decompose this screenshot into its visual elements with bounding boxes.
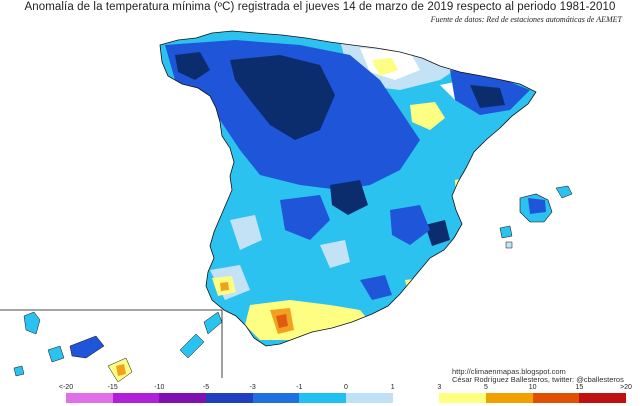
legend-tick-label: <-20 xyxy=(58,384,74,391)
legend-swatch xyxy=(206,393,254,403)
legend-tick-label: 1 xyxy=(390,384,395,391)
legend-tick-label: -10 xyxy=(154,384,165,391)
peninsula-anomaly-field xyxy=(160,31,536,346)
data-source-note: Fuente de datos: Red de estaciones autom… xyxy=(430,15,622,24)
legend-swatch xyxy=(532,393,580,403)
legend-swatch xyxy=(439,393,487,403)
legend-swatch xyxy=(66,393,114,403)
legend-tick-label: 5 xyxy=(484,384,488,391)
legend-swatch xyxy=(346,393,394,403)
legend-swatch xyxy=(486,393,534,403)
canary-islands-inset xyxy=(0,309,223,383)
blog-url: http://climaenmapas.blogspot.com xyxy=(452,367,566,376)
legend-tick-label: 0 xyxy=(344,384,348,391)
legend-swatch xyxy=(159,393,207,403)
legend-tick-label: -1 xyxy=(296,384,303,391)
color-scale-legend xyxy=(66,393,627,403)
balearic-islands xyxy=(499,185,573,249)
legend-tick-label: -3 xyxy=(249,384,256,391)
legend-swatch xyxy=(252,393,300,403)
legend-swatch xyxy=(299,393,347,403)
legend-tick-label: 3 xyxy=(437,384,442,391)
legend-tick-label: 10 xyxy=(528,384,537,391)
legend-swatch xyxy=(579,393,627,403)
legend-tick-label: -15 xyxy=(107,384,118,391)
legend-swatch xyxy=(112,393,160,403)
legend-swatch xyxy=(392,393,440,403)
legend-tick-label: >20 xyxy=(620,384,632,391)
legend-tick-label: -5 xyxy=(202,384,210,391)
map-title: Anomalía de la temperatura mínima (ºC) r… xyxy=(24,1,616,13)
author-credit: César Rodríguez Ballesteros, twitter: @c… xyxy=(452,375,624,384)
legend-tick-label: 15 xyxy=(575,384,584,391)
